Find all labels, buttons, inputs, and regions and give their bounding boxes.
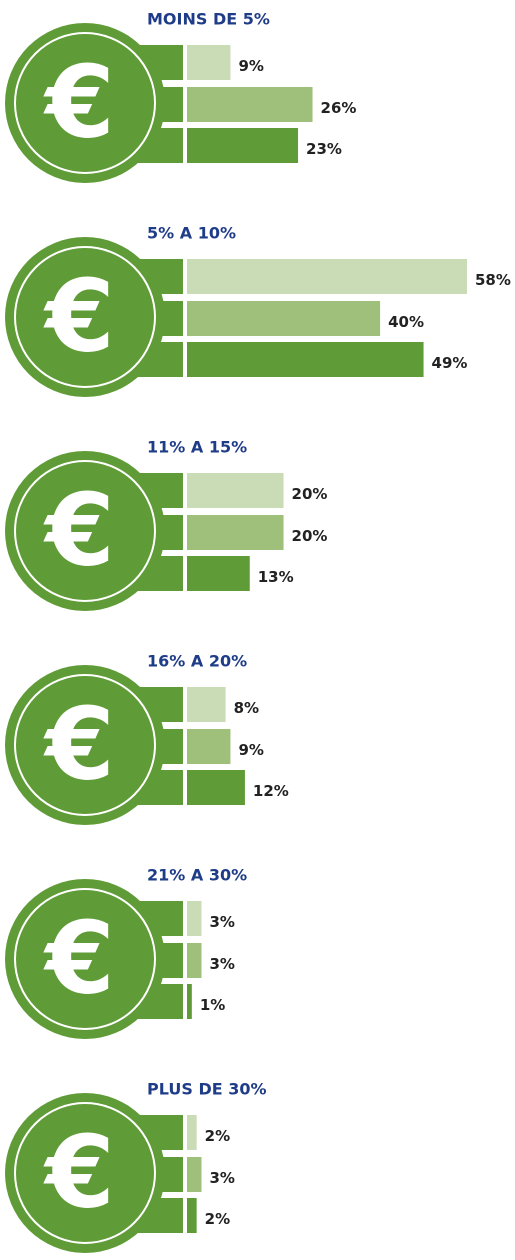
value-label: 3% — [209, 913, 234, 931]
value-label: 23% — [306, 140, 342, 158]
bar — [187, 342, 424, 377]
euro-icon: € — [43, 471, 115, 588]
value-label: 13% — [258, 568, 294, 586]
bar — [187, 556, 250, 591]
value-label: 9% — [238, 57, 263, 75]
coin-ring — [14, 246, 156, 388]
group-title: 5% A 10% — [147, 224, 236, 243]
value-label: 20% — [292, 527, 328, 545]
coin — [5, 451, 165, 611]
value-label: 20% — [292, 485, 328, 503]
bar — [187, 259, 467, 294]
bar — [187, 1115, 197, 1150]
bar — [187, 1198, 197, 1233]
bar — [187, 687, 226, 722]
coin-ring — [14, 460, 156, 602]
value-label: 8% — [234, 699, 259, 717]
value-label: 12% — [253, 782, 289, 800]
value-label: 40% — [388, 313, 424, 331]
euro-icon: € — [43, 685, 115, 802]
value-label: 26% — [321, 99, 357, 117]
value-label: 3% — [209, 955, 234, 973]
coin — [5, 23, 165, 183]
coin-ring — [14, 1102, 156, 1244]
coin — [5, 879, 165, 1039]
group-title: 11% A 15% — [147, 438, 247, 457]
bar — [187, 128, 299, 163]
euro-icon: € — [43, 43, 115, 160]
value-label: 58% — [475, 271, 511, 289]
coin-ring — [14, 32, 156, 174]
bar — [187, 45, 231, 80]
bar — [187, 770, 245, 805]
value-label: 1% — [200, 996, 225, 1014]
group-title: PLUS DE 30% — [147, 1080, 267, 1099]
group-title: 21% A 30% — [147, 866, 247, 885]
bar — [187, 729, 231, 764]
group-title: 16% A 20% — [147, 652, 247, 671]
bar — [187, 1157, 202, 1192]
value-label: 9% — [238, 741, 263, 759]
bar — [187, 984, 192, 1019]
bar — [187, 943, 202, 978]
coin — [5, 665, 165, 825]
bar — [187, 473, 284, 508]
coin-ring — [14, 888, 156, 1030]
value-label: 49% — [432, 354, 468, 372]
group-title: MOINS DE 5% — [147, 10, 270, 29]
euro-icon: € — [43, 257, 115, 374]
euro-icon: € — [43, 899, 115, 1016]
value-label: 2% — [205, 1127, 230, 1145]
value-label: 3% — [209, 1169, 234, 1187]
bar — [187, 87, 313, 122]
coin-ring — [14, 674, 156, 816]
bar — [187, 901, 202, 936]
bar — [187, 515, 284, 550]
bar — [187, 301, 381, 336]
coin — [5, 237, 165, 397]
coin — [5, 1093, 165, 1253]
euro-icon: € — [43, 1113, 115, 1230]
value-label: 2% — [205, 1210, 230, 1228]
